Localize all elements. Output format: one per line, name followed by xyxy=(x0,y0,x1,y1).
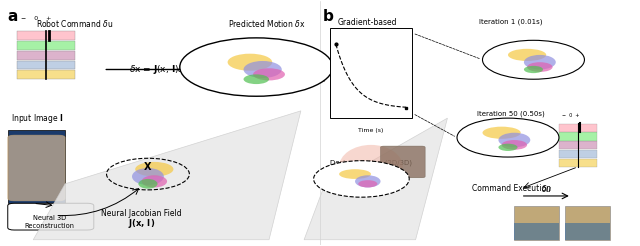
FancyBboxPatch shape xyxy=(565,206,610,240)
FancyBboxPatch shape xyxy=(515,223,559,240)
Polygon shape xyxy=(304,118,447,240)
Text: Iteration 50 (0.50s): Iteration 50 (0.50s) xyxy=(477,111,545,117)
FancyBboxPatch shape xyxy=(559,132,597,140)
FancyBboxPatch shape xyxy=(8,130,65,203)
Text: Neural 3D
Reconstruction: Neural 3D Reconstruction xyxy=(24,215,74,230)
Text: (0.01s): (0.01s) xyxy=(333,101,350,106)
Ellipse shape xyxy=(135,162,173,177)
Ellipse shape xyxy=(132,168,164,185)
FancyBboxPatch shape xyxy=(565,223,610,240)
Ellipse shape xyxy=(138,179,157,189)
FancyBboxPatch shape xyxy=(8,135,65,201)
Text: (0.50s): (0.50s) xyxy=(392,111,409,116)
Polygon shape xyxy=(33,111,301,240)
Text: Robot Command $\delta$u: Robot Command $\delta$u xyxy=(36,18,114,30)
Text: −  0  +: − 0 + xyxy=(562,113,579,118)
Ellipse shape xyxy=(483,127,521,139)
Circle shape xyxy=(483,40,584,79)
Ellipse shape xyxy=(499,133,531,147)
FancyBboxPatch shape xyxy=(8,203,94,230)
Ellipse shape xyxy=(527,62,552,72)
Text: $\delta$x = $\mathbf{J}$(x, $\mathbf{I}$)$\delta$u: $\delta$x = $\mathbf{J}$(x, $\mathbf{I}$… xyxy=(129,63,190,76)
Ellipse shape xyxy=(499,144,518,151)
Text: $\underset{\delta u}{\arg\min}||\mathbf{J}(\mathbf{x},\mathbf{I})\delta u - \del: $\underset{\delta u}{\arg\min}||\mathbf{… xyxy=(333,31,390,43)
Ellipse shape xyxy=(253,68,285,80)
FancyBboxPatch shape xyxy=(17,70,75,79)
FancyBboxPatch shape xyxy=(17,41,75,50)
Circle shape xyxy=(180,38,333,96)
Ellipse shape xyxy=(358,180,378,187)
Text: X: X xyxy=(144,162,152,172)
FancyBboxPatch shape xyxy=(330,28,412,118)
Text: Predicted Motion $\delta$x: Predicted Motion $\delta$x xyxy=(228,18,305,30)
Text: Command Execution: Command Execution xyxy=(472,184,550,193)
Text: Iteration 1 (0.01s): Iteration 1 (0.01s) xyxy=(479,18,543,25)
Text: Desired Motion (2D/3D): Desired Motion (2D/3D) xyxy=(330,159,412,166)
Ellipse shape xyxy=(244,61,282,78)
Text: $\mathbf{J}$(x, $\mathbf{I}$): $\mathbf{J}$(x, $\mathbf{I}$) xyxy=(128,217,155,230)
FancyBboxPatch shape xyxy=(559,150,597,158)
Ellipse shape xyxy=(355,175,381,187)
Text: −    0    +: − 0 + xyxy=(20,16,51,21)
Text: a: a xyxy=(8,9,18,24)
Ellipse shape xyxy=(339,169,371,179)
Text: 🤖: 🤖 xyxy=(33,162,40,172)
FancyBboxPatch shape xyxy=(559,124,597,132)
Ellipse shape xyxy=(244,74,269,84)
Circle shape xyxy=(457,118,559,157)
Ellipse shape xyxy=(141,175,167,187)
FancyBboxPatch shape xyxy=(17,31,75,40)
Text: Input Image $\mathbf{I}$: Input Image $\mathbf{I}$ xyxy=(11,112,63,125)
Text: b: b xyxy=(323,9,334,24)
Text: Gradient-based
Optimization (12hz): Gradient-based Optimization (12hz) xyxy=(330,18,406,39)
FancyBboxPatch shape xyxy=(559,141,597,149)
FancyBboxPatch shape xyxy=(515,206,559,240)
Ellipse shape xyxy=(508,49,546,61)
Ellipse shape xyxy=(502,140,527,150)
Circle shape xyxy=(314,161,409,197)
Ellipse shape xyxy=(524,66,543,73)
Ellipse shape xyxy=(339,145,403,189)
FancyBboxPatch shape xyxy=(559,159,597,167)
Text: Error: Error xyxy=(321,65,326,81)
Text: $\delta$u: $\delta$u xyxy=(541,183,552,194)
Text: Neural Jacobian Field: Neural Jacobian Field xyxy=(101,209,182,218)
FancyBboxPatch shape xyxy=(17,51,75,60)
Ellipse shape xyxy=(228,54,272,71)
FancyBboxPatch shape xyxy=(381,146,425,178)
FancyBboxPatch shape xyxy=(17,61,75,69)
Text: Time (s): Time (s) xyxy=(358,128,383,133)
Ellipse shape xyxy=(524,55,556,69)
